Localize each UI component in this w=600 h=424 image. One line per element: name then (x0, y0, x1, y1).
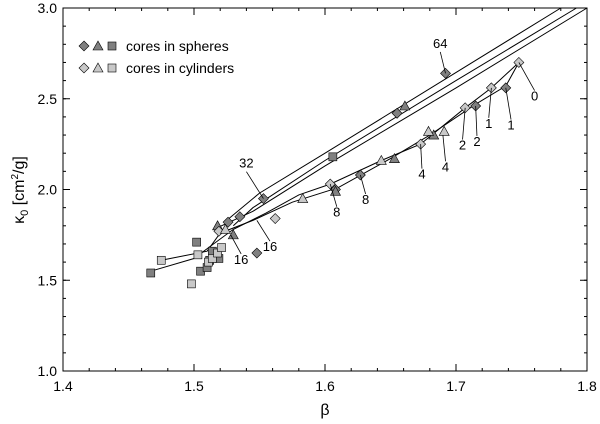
cylinders-square-point (217, 243, 226, 252)
spheres-diamond-point (234, 211, 246, 223)
y-tick-label: 2.0 (38, 182, 58, 198)
cylinders-square-point (193, 250, 203, 260)
x-tick-label: 1.6 (315, 378, 335, 394)
spheres-triangle-point (388, 153, 400, 163)
y-tick-label: 2.5 (38, 91, 58, 107)
annotation-leader (359, 174, 366, 195)
annotation-leader (518, 62, 535, 91)
annotation-label: 8 (362, 192, 369, 207)
annotation-leader (420, 144, 423, 169)
marks-layer (146, 57, 525, 289)
cylinders-triangle-point (219, 223, 231, 234)
annotation-label: 8 (333, 205, 340, 220)
spheres-triangle-point (399, 100, 411, 111)
spheres-diamond-point (251, 247, 263, 259)
cylinders-diamond-point (269, 213, 281, 224)
legend-diamond-icon (78, 40, 90, 52)
annotation-label: 32 (239, 156, 253, 171)
legend-square-icon (107, 63, 117, 73)
annotation-leader (246, 171, 264, 199)
annotation-leader (462, 107, 466, 140)
spheres-diamond-point (391, 107, 403, 119)
x-tick-label: 1.4 (53, 378, 73, 394)
ticks-layer: 1.4 1.5 1.6 1.7 1.8 1.0 1.5 2.0 2.5 3.0 (38, 0, 597, 394)
annotation-label: 4 (442, 159, 449, 174)
legend: cores in spheres cores in cylinders (78, 38, 234, 76)
curve-line (150, 62, 520, 272)
cylinders-diamond-point (513, 57, 525, 68)
y-axis-label: κ0 [cm2/g] (10, 156, 31, 224)
x-tick-label: 1.8 (577, 378, 597, 394)
x-tick-label: 1.5 (184, 378, 204, 394)
annotation-leader (442, 135, 446, 162)
cylinders-triangle-point (375, 154, 387, 165)
annotation-leader (329, 183, 338, 207)
legend-entry-label: cores in cylinders (126, 60, 234, 76)
cylinders-triangle-point (422, 125, 434, 136)
annotation-leader (256, 220, 271, 242)
y-tick-label: 1.5 (38, 272, 58, 288)
cylinders-square-point (187, 279, 196, 289)
legend-diamond-icon (78, 62, 90, 74)
annotation-leader (475, 105, 478, 136)
annotation-leader (488, 87, 492, 118)
curve-line (226, 7, 562, 221)
annotation-label: 2 (473, 134, 480, 149)
legend-triangle-icon (92, 62, 104, 73)
x-tick-label: 1.7 (446, 378, 466, 394)
annotation-label: 16 (263, 239, 277, 254)
spheres-square-point (146, 268, 156, 278)
annotation-leader (230, 234, 242, 255)
spheres-triangle-point (227, 229, 239, 240)
legend-entry-label: cores in spheres (126, 38, 229, 54)
cylinders-square-point (156, 255, 166, 265)
annotation-label: 16 (234, 252, 248, 267)
cylinders-triangle-point (297, 192, 309, 203)
annotation-label: 1 (485, 116, 492, 131)
annotation-label: 64 (433, 36, 447, 51)
cylinders-square-point (208, 254, 217, 263)
annotation-label: 1 (507, 118, 514, 133)
annotation-label: 4 (418, 167, 425, 182)
legend-triangle-icon (92, 40, 104, 51)
annotation-label: 2 (459, 138, 466, 153)
y-tick-label: 1.0 (38, 363, 58, 379)
x-axis-label: β (320, 402, 329, 419)
annotation-leader (505, 87, 512, 120)
annotation-leader (439, 51, 446, 74)
cylinders-diamond-point (213, 225, 225, 237)
y-tick-label: 3.0 (38, 0, 58, 16)
spheres-square-point (328, 152, 338, 162)
curve-line (232, 7, 577, 227)
annotation-label: 0 (531, 89, 538, 104)
spheres-square-point (192, 237, 201, 247)
cylinders-triangle-point (438, 125, 450, 136)
legend-square-icon (107, 41, 117, 51)
